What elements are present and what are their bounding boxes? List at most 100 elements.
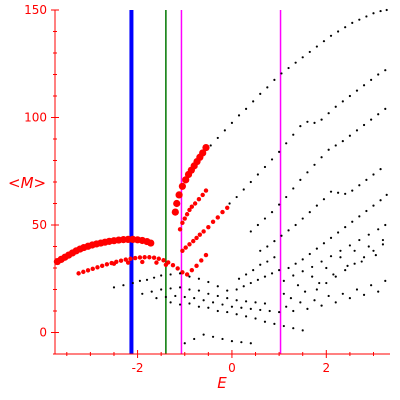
data-point	[348, 134, 351, 137]
data-point	[292, 133, 295, 136]
data-point	[315, 247, 318, 250]
data-point	[306, 171, 309, 174]
data-point	[259, 308, 262, 312]
data-point	[327, 112, 330, 115]
y-tick-label: 50	[32, 218, 47, 232]
data-point	[301, 258, 304, 261]
data-point	[278, 269, 281, 272]
data-point	[278, 203, 281, 206]
data-point	[259, 92, 262, 95]
data-point	[266, 86, 269, 89]
data-point	[249, 180, 252, 184]
data-point	[235, 313, 238, 316]
data-point	[273, 78, 276, 81]
y-tick-label: 0	[39, 326, 47, 340]
data-point	[384, 279, 387, 282]
data-point	[341, 140, 344, 143]
data-point	[201, 229, 206, 234]
data-point	[327, 294, 330, 298]
data-point	[294, 262, 297, 265]
data-point	[299, 301, 302, 304]
data-point	[160, 288, 163, 291]
data-point	[133, 255, 138, 261]
data-point	[296, 284, 300, 287]
data-point	[244, 315, 248, 318]
data-point	[263, 275, 267, 278]
data-point	[362, 123, 366, 127]
data-point	[311, 265, 314, 269]
data-point	[85, 268, 91, 273]
data-point	[334, 301, 337, 304]
data-point	[353, 262, 356, 265]
data-point	[346, 264, 349, 267]
data-point	[180, 270, 185, 275]
data-point	[334, 275, 337, 278]
data-point	[216, 309, 219, 313]
data-point	[358, 238, 361, 242]
data-point	[244, 300, 248, 303]
data-point	[280, 72, 283, 75]
data-point	[334, 105, 337, 108]
data-point	[259, 263, 262, 266]
data-point	[339, 249, 342, 252]
data-point	[150, 290, 153, 293]
data-point	[216, 136, 219, 140]
data-point	[329, 34, 333, 37]
data-point	[128, 256, 133, 261]
x-tick-label: -2	[132, 361, 144, 375]
data-point	[206, 224, 211, 230]
data-point	[183, 342, 186, 345]
data-point	[199, 149, 207, 157]
data-point	[226, 297, 229, 300]
data-point	[235, 299, 238, 302]
data-point	[225, 205, 230, 210]
data-point	[244, 273, 248, 276]
y-tick-label: 150	[24, 3, 47, 17]
data-point	[379, 168, 382, 171]
data-point	[282, 279, 285, 282]
data-point	[301, 270, 304, 273]
data-point	[173, 199, 181, 208]
data-point	[259, 249, 262, 252]
data-point	[249, 307, 252, 310]
data-point	[199, 258, 204, 263]
data-point	[216, 294, 219, 298]
data-point	[160, 274, 163, 277]
data-point	[216, 285, 219, 288]
data-point	[203, 188, 209, 193]
data-point	[341, 292, 344, 295]
data-point	[177, 227, 183, 232]
data-point	[372, 173, 375, 176]
data-point	[202, 299, 205, 302]
data-point	[370, 284, 373, 287]
data-point	[301, 56, 304, 59]
data-point	[292, 187, 295, 190]
data-point	[147, 239, 155, 247]
data-point	[285, 195, 288, 199]
data-point	[242, 285, 245, 288]
data-point	[256, 173, 259, 176]
data-point	[184, 212, 190, 217]
data-point	[178, 182, 186, 190]
data-point	[215, 215, 220, 220]
data-point	[351, 189, 354, 192]
data-point	[161, 258, 166, 263]
data-point	[189, 267, 195, 273]
data-point	[122, 284, 125, 287]
data-point	[322, 198, 326, 201]
data-point	[315, 288, 318, 291]
data-point	[377, 73, 380, 76]
data-point	[348, 244, 351, 247]
data-point	[292, 327, 295, 330]
data-point	[278, 310, 281, 314]
data-point	[221, 337, 224, 341]
data-point	[178, 272, 182, 275]
data-point	[358, 18, 361, 21]
data-point	[306, 120, 309, 123]
data-point	[145, 278, 149, 281]
data-point	[344, 269, 347, 272]
data-point	[355, 89, 359, 92]
data-point	[367, 233, 370, 236]
data-point	[170, 263, 176, 268]
data-point	[249, 281, 252, 285]
